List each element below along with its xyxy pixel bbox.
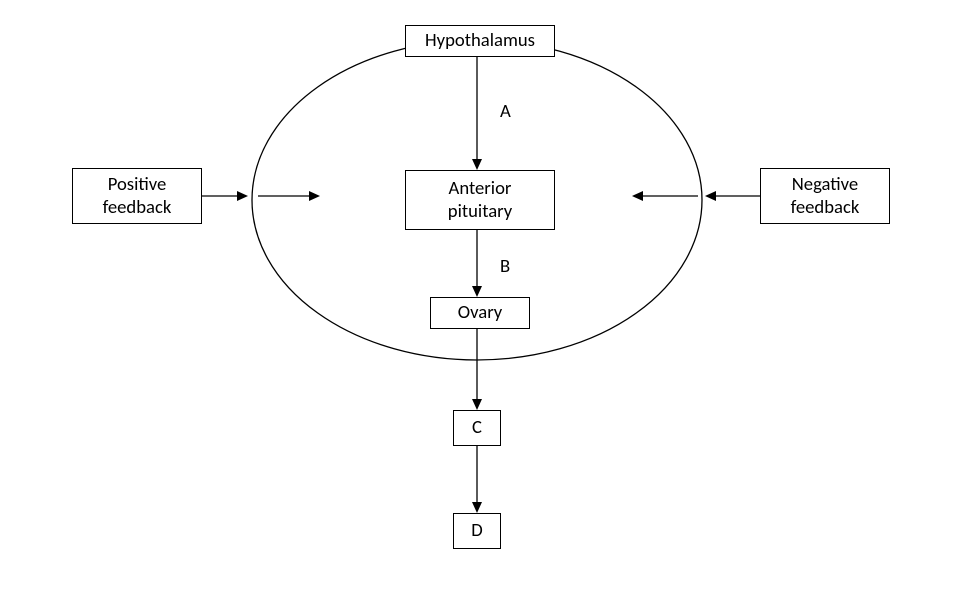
node-c: C (453, 410, 501, 446)
node-d: D (453, 513, 501, 549)
node-negative-feedback: Negativefeedback (760, 168, 890, 224)
node-hypothalamus-label: Hypothalamus (425, 29, 535, 52)
node-negative-feedback-label: Negativefeedback (791, 173, 860, 220)
node-ovary: Ovary (430, 297, 530, 329)
node-anterior-pituitary: Anteriorpituitary (405, 170, 555, 230)
node-hypothalamus: Hypothalamus (405, 25, 555, 57)
node-c-label: C (472, 416, 482, 439)
node-d-label: D (471, 519, 482, 542)
node-ovary-label: Ovary (458, 301, 502, 324)
label-a: A (500, 100, 511, 123)
node-anterior-pituitary-label: Anteriorpituitary (448, 177, 512, 224)
label-b: B (500, 255, 510, 278)
node-positive-feedback-label: Positivefeedback (103, 173, 172, 220)
diagram-stage: Hypothalamus Anteriorpituitary Ovary C D… (0, 0, 955, 613)
node-positive-feedback: Positivefeedback (72, 168, 202, 224)
